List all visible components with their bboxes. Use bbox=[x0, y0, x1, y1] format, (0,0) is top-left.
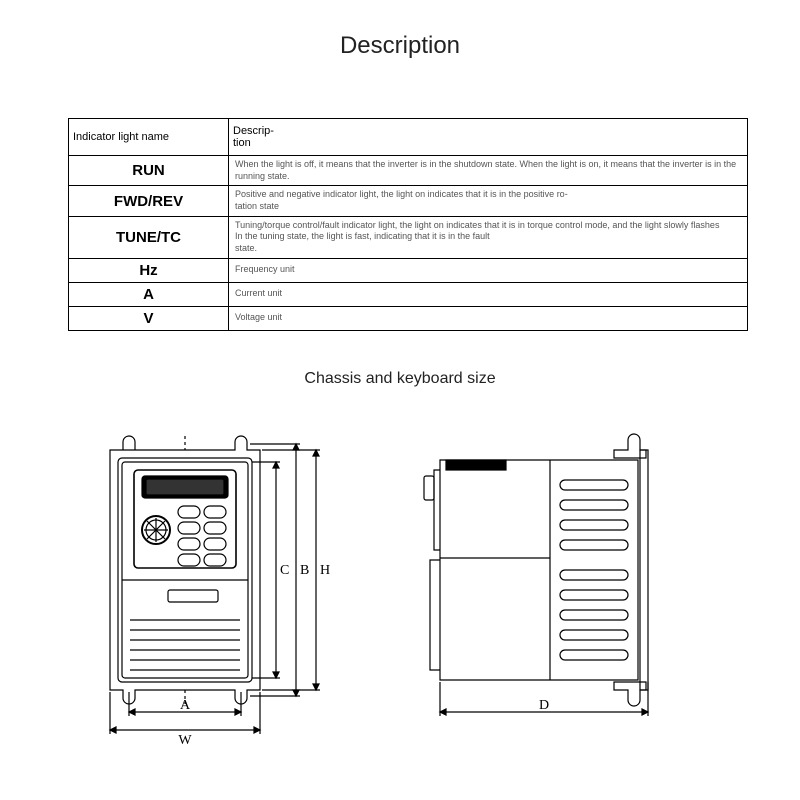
dim-label-d: D bbox=[539, 698, 549, 713]
table-row: Hz Frequency unit bbox=[69, 258, 748, 282]
indicator-desc: Voltage unit bbox=[229, 306, 748, 330]
dim-label-h: H bbox=[320, 563, 330, 578]
page-title: Description bbox=[0, 32, 800, 60]
table-row: V Voltage unit bbox=[69, 306, 748, 330]
indicator-desc: Current unit bbox=[229, 282, 748, 306]
indicator-name: Hz bbox=[69, 258, 229, 282]
chassis-svg: A W C B bbox=[80, 430, 720, 760]
side-view: D bbox=[424, 434, 648, 716]
header-name: Indicator light name bbox=[69, 119, 229, 156]
section-chassis-title: Chassis and keyboard size bbox=[0, 370, 800, 388]
indicator-desc: Tuning/torque control/fault indicator li… bbox=[229, 216, 748, 258]
indicator-name: TUNE/TC bbox=[69, 216, 229, 258]
indicator-name: A bbox=[69, 282, 229, 306]
table-row: FWD/REV Positive and negative indicator … bbox=[69, 186, 748, 216]
table-row: TUNE/TC Tuning/torque control/fault indi… bbox=[69, 216, 748, 258]
indicator-table: Indicator light name Descrip- tion RUN W… bbox=[68, 118, 748, 331]
keypad-buttons bbox=[178, 506, 226, 566]
indicator-name: V bbox=[69, 306, 229, 330]
table-row: A Current unit bbox=[69, 282, 748, 306]
header-desc: Descrip- tion bbox=[229, 119, 748, 156]
dim-label-w: W bbox=[178, 733, 192, 748]
indicator-desc: Frequency unit bbox=[229, 258, 748, 282]
chassis-diagram: A W C B bbox=[80, 430, 720, 760]
side-vents bbox=[560, 480, 628, 660]
indicator-desc: Positive and negative indicator light, t… bbox=[229, 186, 748, 216]
dim-label-a: A bbox=[180, 698, 191, 713]
table-header-row: Indicator light name Descrip- tion bbox=[69, 119, 748, 156]
dim-label-c: C bbox=[280, 563, 289, 578]
table-row: RUN When the light is off, it means that… bbox=[69, 156, 748, 186]
indicator-name: FWD/REV bbox=[69, 186, 229, 216]
indicator-name: RUN bbox=[69, 156, 229, 186]
front-view: A W C B bbox=[110, 436, 330, 748]
front-vents bbox=[130, 620, 240, 670]
indicator-desc: When the light is off, it means that the… bbox=[229, 156, 748, 186]
dim-label-b: B bbox=[300, 563, 309, 578]
